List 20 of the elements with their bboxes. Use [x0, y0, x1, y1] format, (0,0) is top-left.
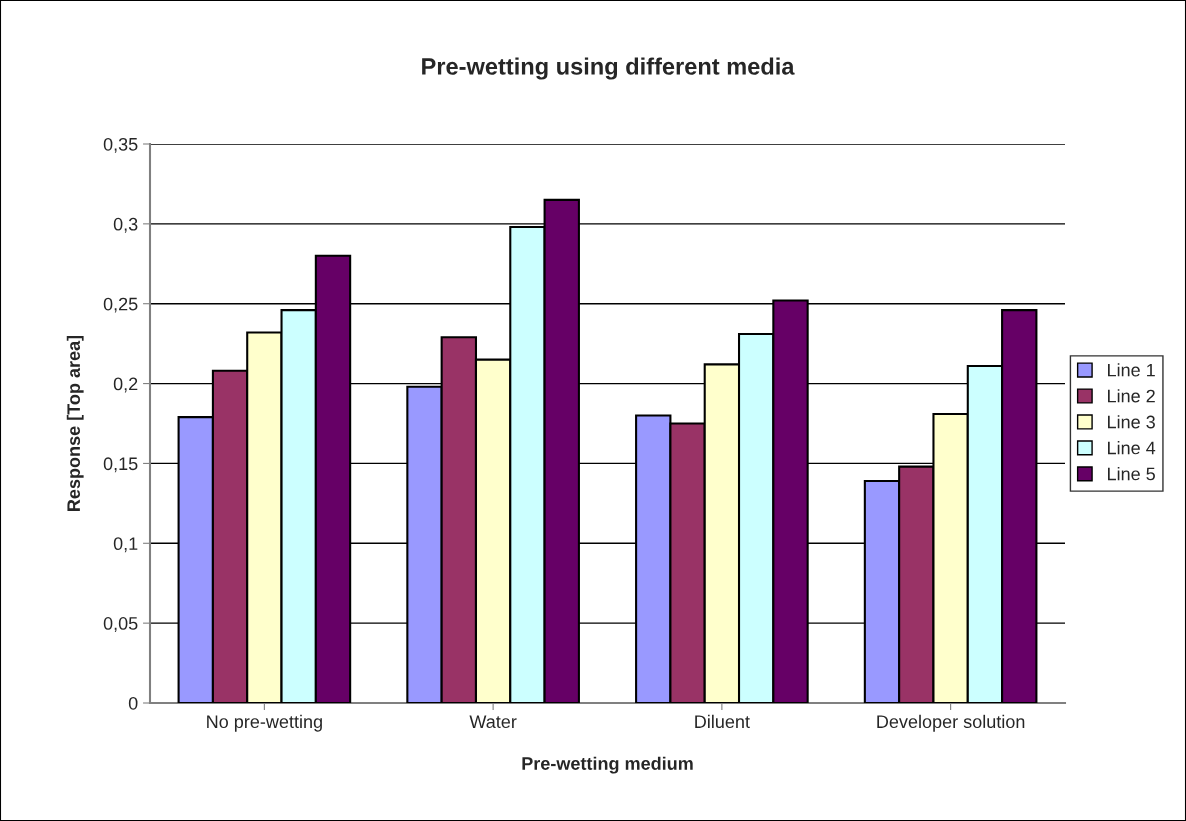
x-tick-label: Water — [469, 715, 517, 729]
x-tick-label: Developer solution — [877, 714, 1025, 732]
legend-label: Line 1 — [1108, 363, 1155, 377]
y-tick-label: 0,15 — [103, 457, 138, 473]
y-tick-label: 0,1 — [113, 537, 138, 553]
y-tick-label: 0,05 — [103, 617, 138, 632]
legend-label: Line 3 — [1108, 415, 1155, 429]
x-axis-title: Pre-wetting medium — [522, 756, 693, 774]
legend-label: Line 4 — [1108, 441, 1156, 455]
y-tick-label: 0 — [128, 696, 138, 710]
y-tick-label: 0,3 — [113, 217, 138, 233]
y-tick-label: 0,2 — [113, 377, 138, 393]
x-tick-label: Diluent — [695, 714, 750, 729]
legend-label: Line 2 — [1108, 389, 1155, 403]
chart-title: Pre-wetting using different media — [422, 57, 795, 80]
y-axis-title: Response [Top area] — [66, 335, 84, 511]
x-tick-label: No pre-wetting — [207, 714, 322, 732]
legend-label: Line 5 — [1108, 467, 1155, 481]
y-tick-label: 0,35 — [103, 137, 138, 153]
y-tick-label: 0,25 — [103, 297, 138, 313]
